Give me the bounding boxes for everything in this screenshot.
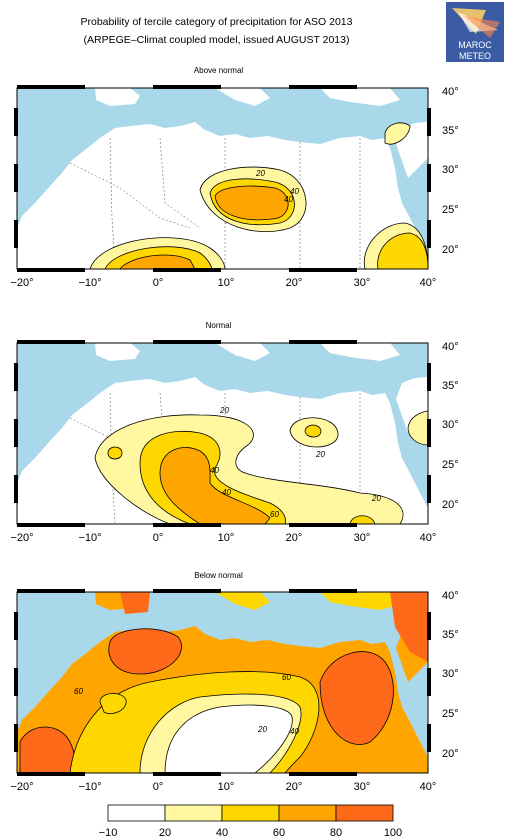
- y-tick-label: 20°: [442, 499, 459, 511]
- y-tick-label: 30°: [442, 668, 459, 680]
- logo-text-top: MAROC: [458, 40, 492, 50]
- x-tick-label: 30°: [354, 532, 371, 544]
- panel-title-normal: Normal: [205, 321, 232, 330]
- y-tick-label: 35°: [442, 125, 459, 137]
- iberia-land: [95, 88, 140, 106]
- legend-tick-label: 40: [216, 827, 228, 839]
- y-tick-label: 20°: [442, 748, 459, 760]
- contour-label: 20: [255, 169, 265, 178]
- y-tick-label: 25°: [442, 708, 459, 720]
- above-normal-map: 20 40 40 −20° −10° 0° 10° 20° 30° 40° 40…: [10, 85, 459, 289]
- color-legend: −10 20 40 60 80 100: [99, 804, 402, 839]
- y-tick-label: 40°: [442, 341, 459, 353]
- contour-label: 20: [371, 494, 381, 503]
- x-tick-label: 0°: [153, 277, 164, 289]
- legend-swatch: [107, 804, 166, 822]
- x-tick-label: 10°: [218, 781, 235, 793]
- contour-label: 20: [315, 450, 325, 459]
- x-tick-label: 40°: [420, 781, 437, 793]
- map-title-line1: Probability of tercile category of preci…: [80, 16, 353, 28]
- x-tick-label: 10°: [218, 277, 235, 289]
- x-tick-label: −10°: [78, 781, 101, 793]
- legend-swatch: [164, 804, 223, 822]
- italy-land: [215, 88, 270, 106]
- map-title-line2: (ARPEGE–Climat coupled model, issued AUG…: [83, 34, 350, 46]
- logo-text-bottom: METEO: [459, 51, 491, 61]
- meteo-maroc-logo: MAROC METEO: [446, 2, 504, 62]
- panel-title-above: Above normal: [193, 66, 244, 75]
- legend-swatch: [278, 804, 337, 822]
- below-20-contour: [164, 704, 293, 774]
- contour-label: 40: [290, 187, 299, 196]
- y-tick-label: 30°: [442, 419, 459, 431]
- x-tick-label: −20°: [10, 781, 33, 793]
- x-tick-label: 20°: [286, 532, 303, 544]
- x-tick-label: −20°: [10, 277, 33, 289]
- contour-label: 20: [219, 406, 229, 415]
- legend-tick-label: 60: [273, 827, 285, 839]
- contour-label: 60: [282, 673, 291, 682]
- turkey-land: [320, 88, 400, 106]
- contour-label: 40: [210, 466, 219, 475]
- y-tick-label: 40°: [442, 590, 459, 602]
- y-tick-label: 20°: [442, 244, 459, 256]
- x-tick-label: −20°: [10, 532, 33, 544]
- x-tick-label: −10°: [78, 532, 101, 544]
- x-tick-label: 20°: [286, 781, 303, 793]
- y-tick-label: 25°: [442, 459, 459, 471]
- y-tick-label: 35°: [442, 629, 459, 641]
- y-tick-label: 30°: [442, 164, 459, 176]
- contour-label: 60: [74, 687, 83, 696]
- x-tick-label: 40°: [420, 532, 437, 544]
- contour-label: 40: [222, 488, 231, 497]
- legend-tick-label: 100: [384, 827, 402, 839]
- x-tick-label: 40°: [420, 277, 437, 289]
- contour-label: 40: [290, 727, 299, 736]
- legend-swatch: [335, 804, 394, 822]
- legend-swatch: [221, 804, 280, 822]
- panel-title-below: Below normal: [194, 571, 243, 580]
- x-tick-label: 30°: [354, 781, 371, 793]
- y-tick-label: 25°: [442, 204, 459, 216]
- contour-label: 40: [284, 195, 293, 204]
- x-tick-label: 20°: [286, 277, 303, 289]
- x-tick-label: 30°: [354, 277, 371, 289]
- x-tick-label: −10°: [78, 277, 101, 289]
- legend-tick-label: −10: [99, 827, 118, 839]
- contour-label: 60: [270, 510, 279, 519]
- contour-label: 20: [257, 725, 267, 734]
- legend-tick-label: 80: [330, 827, 342, 839]
- y-tick-label: 40°: [442, 86, 459, 98]
- x-tick-label: 0°: [153, 532, 164, 544]
- normal-map: 20 20 40 40 60 20 −20° −10° 0° 10° 20° 3…: [10, 340, 459, 544]
- y-tick-label: 35°: [442, 380, 459, 392]
- x-tick-label: 10°: [218, 532, 235, 544]
- x-tick-label: 0°: [153, 781, 164, 793]
- legend-tick-label: 20: [159, 827, 171, 839]
- below-normal-map: 60 60 20 40 −20° −10° 0° 10° 20° 30° 40°…: [10, 589, 459, 793]
